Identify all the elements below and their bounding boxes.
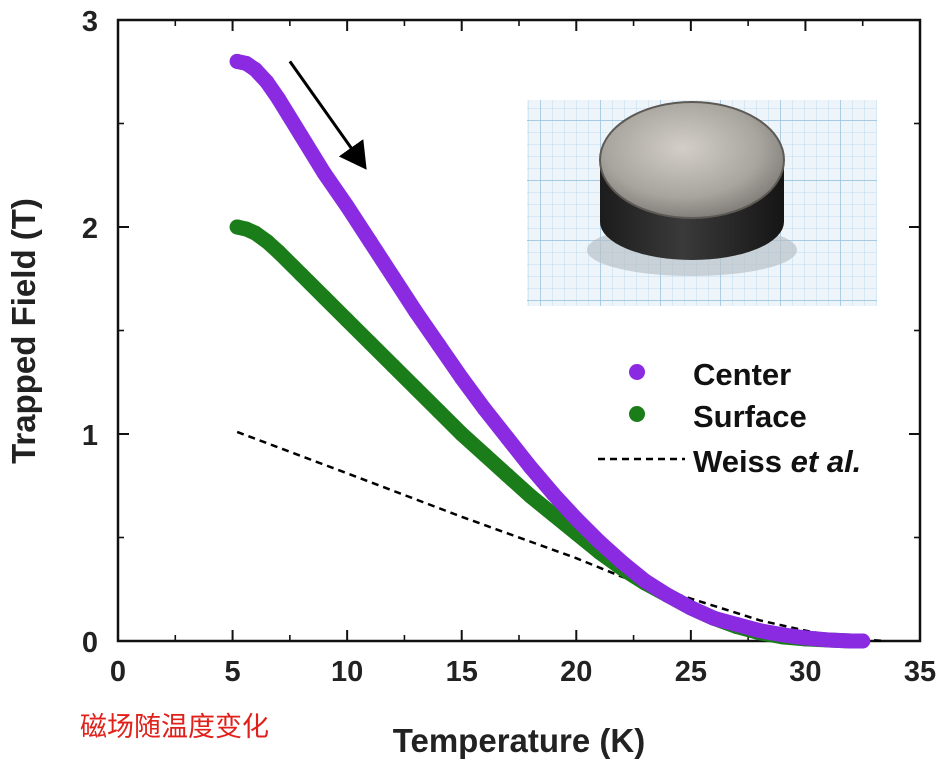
- series-layer: [229, 53, 886, 649]
- data-point-center: [454, 370, 470, 386]
- series-center: [229, 53, 871, 649]
- data-point-surface: [293, 267, 309, 283]
- data-point-center: [843, 633, 859, 649]
- legend-marker-center: [629, 364, 645, 380]
- data-point-center: [408, 304, 424, 320]
- x-tick-label: 30: [789, 656, 821, 688]
- data-point-center: [339, 198, 355, 214]
- x-tick-label: 35: [904, 656, 936, 688]
- data-point-surface: [247, 225, 263, 241]
- data-point-surface: [259, 233, 275, 249]
- data-point-surface: [270, 244, 286, 260]
- data-point-center: [270, 91, 286, 107]
- data-point-center: [477, 401, 493, 417]
- data-point-center: [660, 587, 676, 603]
- data-point-center: [855, 633, 871, 649]
- data-point-center: [293, 128, 309, 144]
- data-point-center: [385, 269, 401, 285]
- sample-top: [599, 101, 785, 219]
- data-point-center: [752, 623, 768, 639]
- y-axis-title: Trapped Field (T): [5, 198, 42, 464]
- data-point-center: [247, 62, 263, 78]
- data-point-center: [729, 616, 745, 632]
- legend-marker-surface: [629, 406, 645, 422]
- legend-label-weiss: Weiss et al.: [693, 444, 861, 479]
- legend-label-weiss-main: Weiss: [693, 444, 791, 479]
- data-point-center: [431, 337, 447, 353]
- data-point-surface: [454, 426, 470, 442]
- inset-photo: [527, 100, 877, 306]
- data-point-center: [614, 554, 630, 570]
- x-tick-label: 20: [560, 656, 592, 688]
- x-tick-label: 5: [225, 656, 241, 688]
- legend-label-center: Center: [693, 357, 791, 392]
- x-axis-title: Temperature (K): [393, 722, 645, 759]
- data-point-surface: [316, 289, 332, 305]
- data-point-center: [775, 627, 791, 643]
- data-point-surface: [477, 447, 493, 463]
- data-point-center: [316, 165, 332, 181]
- data-point-surface: [408, 380, 424, 396]
- x-tick-label: 15: [446, 656, 478, 688]
- data-point-center: [637, 573, 653, 589]
- legend-label-surface: Surface: [693, 399, 807, 434]
- data-point-surface: [385, 358, 401, 374]
- data-point-surface: [500, 467, 516, 483]
- data-point-center: [500, 430, 516, 446]
- y-tick-label: 1: [82, 420, 98, 452]
- data-point-center: [259, 74, 275, 90]
- data-point-surface: [339, 312, 355, 328]
- axis-tick-labels: 0 5 10 15 20 25 30 35 0 1 2 3: [82, 6, 936, 688]
- data-point-surface: [545, 507, 561, 523]
- x-tick-label: 25: [675, 656, 707, 688]
- y-tick-label: 3: [82, 6, 98, 38]
- data-point-center: [797, 630, 813, 646]
- data-point-center: [522, 459, 538, 475]
- data-point-center: [591, 534, 607, 550]
- legend-label-weiss-italic: et al.: [791, 444, 862, 479]
- data-point-center: [683, 600, 699, 616]
- y-tick-label: 2: [82, 213, 98, 245]
- data-point-surface: [522, 488, 538, 504]
- data-point-center: [362, 233, 378, 249]
- y-tick-label: 0: [82, 627, 98, 659]
- x-tick-label: 10: [331, 656, 363, 688]
- data-point-surface: [362, 335, 378, 351]
- legend: Center Surface Weiss et al.: [598, 357, 861, 479]
- direction-arrow: [288, 60, 367, 170]
- data-point-center: [820, 632, 836, 648]
- data-point-center: [706, 610, 722, 626]
- chinese-caption: 磁场随温度变化: [80, 712, 269, 743]
- data-point-center: [545, 486, 561, 502]
- data-point-center: [568, 511, 584, 527]
- x-tick-label: 0: [110, 656, 126, 688]
- data-point-surface: [431, 403, 447, 419]
